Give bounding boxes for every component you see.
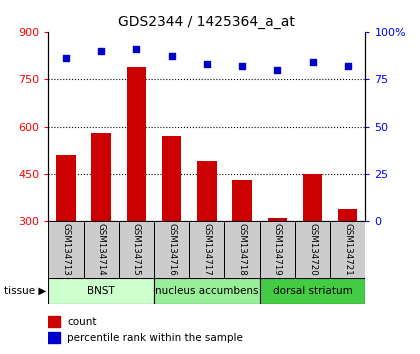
- Text: count: count: [67, 317, 97, 327]
- Point: [98, 48, 105, 53]
- Bar: [92, 133, 111, 221]
- Bar: [48, 278, 154, 304]
- Bar: [48, 316, 60, 327]
- Bar: [197, 161, 217, 221]
- Text: GSM134718: GSM134718: [238, 223, 247, 276]
- Point: [344, 63, 351, 69]
- Bar: [330, 221, 365, 278]
- Bar: [224, 221, 260, 278]
- Bar: [119, 221, 154, 278]
- Bar: [56, 155, 76, 221]
- Text: nucleus accumbens: nucleus accumbens: [155, 286, 259, 296]
- Bar: [338, 209, 357, 221]
- Bar: [260, 221, 295, 278]
- Bar: [268, 218, 287, 221]
- Bar: [232, 180, 252, 221]
- Text: BNST: BNST: [87, 286, 115, 296]
- Text: GSM134715: GSM134715: [132, 223, 141, 276]
- Text: GSM134716: GSM134716: [167, 223, 176, 276]
- Text: GSM134720: GSM134720: [308, 223, 317, 276]
- Text: GSM134717: GSM134717: [202, 223, 211, 276]
- Bar: [48, 332, 60, 343]
- Bar: [127, 67, 146, 221]
- Text: percentile rank within the sample: percentile rank within the sample: [67, 333, 243, 343]
- Bar: [295, 221, 330, 278]
- Text: GSM134714: GSM134714: [97, 223, 106, 276]
- Bar: [189, 221, 224, 278]
- Bar: [154, 278, 260, 304]
- Text: GSM134721: GSM134721: [343, 223, 352, 276]
- Text: dorsal striatum: dorsal striatum: [273, 286, 352, 296]
- Point: [133, 46, 140, 52]
- Bar: [48, 221, 84, 278]
- Bar: [260, 278, 365, 304]
- Point: [239, 63, 245, 69]
- Text: tissue ▶: tissue ▶: [4, 286, 47, 296]
- Bar: [303, 174, 322, 221]
- Point: [203, 61, 210, 67]
- Text: GSM134713: GSM134713: [61, 223, 71, 276]
- Bar: [154, 221, 189, 278]
- Bar: [84, 221, 119, 278]
- Point: [309, 59, 316, 65]
- Bar: [162, 136, 181, 221]
- Title: GDS2344 / 1425364_a_at: GDS2344 / 1425364_a_at: [118, 16, 295, 29]
- Point: [274, 67, 281, 73]
- Text: GSM134719: GSM134719: [273, 223, 282, 276]
- Point: [168, 54, 175, 59]
- Point: [63, 56, 69, 61]
